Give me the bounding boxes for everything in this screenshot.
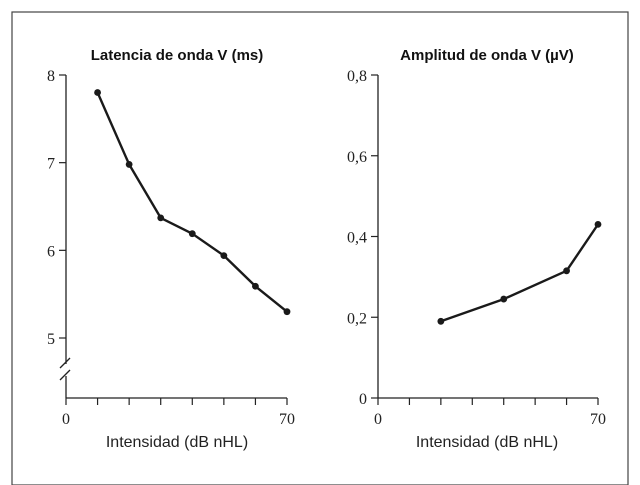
amplitude-y-tick-label: 0,4	[347, 230, 367, 247]
latency-y-tick-label: 6	[47, 243, 55, 260]
figure-border	[11, 11, 629, 485]
latency-data-point	[125, 161, 133, 168]
latency-data-point	[283, 308, 291, 316]
amplitude-data-point	[563, 267, 570, 275]
amplitude-data-point	[594, 220, 602, 228]
latency-x-tick-label: 70	[279, 411, 295, 428]
latency-data-point	[188, 230, 196, 238]
amplitude-x-tick-label: 0	[374, 411, 382, 428]
amplitude-x-axis-label: Intensidad (dB nHL)	[416, 434, 558, 451]
latency-series-line	[96, 92, 288, 313]
latency-data-point	[220, 252, 228, 259]
amplitude-series-line	[440, 223, 599, 323]
amplitude-chart-title: Amplitud de onda V (µV)	[400, 47, 574, 64]
latency-axes: 0 70 5 6 7 8	[47, 68, 295, 428]
latency-data-point	[252, 282, 259, 290]
latency-y-tick-label: 7	[47, 156, 55, 173]
amplitude-marks	[437, 220, 602, 325]
amplitude-data-point	[500, 295, 508, 303]
amplitude-y-tick-label: 0,2	[347, 310, 367, 327]
latency-x-tick-label: 0	[62, 411, 70, 428]
amplitude-x-tick-label: 70	[590, 411, 606, 428]
latency-marks	[94, 89, 291, 316]
latency-data-point	[157, 214, 165, 222]
amplitude-chart: Amplitud de onda V (µV) Intensidad (dB n…	[347, 47, 606, 451]
latency-y-tick-label: 8	[47, 68, 55, 85]
amplitude-axes: 0 70 0 0,2 0,4 0,6 0,8	[347, 68, 606, 428]
latency-axis-break-mark	[59, 357, 71, 369]
latency-chart-title: Latencia de onda V (ms)	[91, 47, 264, 64]
latency-chart: Latencia de onda V (ms) Intensidad (dB n…	[47, 47, 295, 451]
latency-axis-break-mark	[59, 369, 71, 381]
latency-x-axis-label: Intensidad (dB nHL)	[106, 434, 248, 451]
amplitude-y-tick-label: 0,6	[347, 149, 367, 166]
amplitude-y-tick-label: 0,8	[347, 68, 367, 85]
amplitude-data-point	[437, 317, 445, 325]
latency-y-tick-label: 5	[47, 331, 55, 348]
latency-data-point	[94, 89, 101, 96]
amplitude-y-tick-label: 0	[359, 391, 367, 408]
